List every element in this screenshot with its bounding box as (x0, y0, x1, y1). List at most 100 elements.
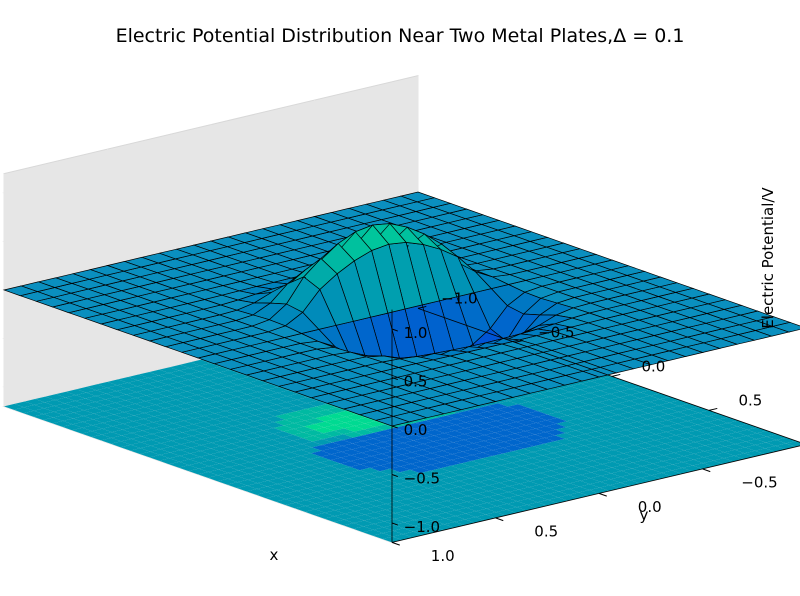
contour-cell (178, 374, 199, 380)
contour-cell (519, 481, 540, 488)
contour-cell (668, 406, 689, 412)
contour-cell (461, 460, 482, 467)
contour-cell (33, 414, 54, 420)
contour-cell (372, 447, 393, 454)
contour-cell (534, 437, 555, 444)
contour-cell (217, 478, 238, 485)
contour-cell (414, 432, 435, 438)
contour-cell (248, 380, 269, 387)
contour-cell (286, 405, 307, 412)
contour-cell (208, 378, 229, 385)
contour-cell (599, 399, 620, 406)
contour-cell (242, 432, 263, 439)
contour-cell (434, 427, 455, 434)
contour-cell (366, 494, 387, 501)
contour-cell (706, 431, 727, 438)
contour-cell (643, 451, 664, 458)
contour-cell (178, 379, 198, 386)
contour-cell (399, 469, 420, 476)
contour-cell (324, 425, 345, 431)
contour-cell (52, 420, 73, 427)
contour-cell (500, 468, 521, 475)
contour-cell (696, 433, 717, 440)
contour-cell (220, 449, 241, 456)
contour-cell (626, 421, 647, 428)
contour-cell (238, 382, 259, 389)
contour-cell (659, 402, 680, 409)
contour-cell (726, 432, 747, 439)
contour-cell (170, 450, 191, 456)
contour-cell (633, 454, 654, 461)
contour-cell (630, 392, 651, 399)
contour-cell (502, 451, 523, 457)
contour-cell (383, 530, 403, 537)
contour-cell (462, 449, 483, 455)
contour-cell (492, 453, 513, 460)
contour-cell (190, 451, 211, 457)
contour-cell (341, 449, 362, 456)
contour-cell (495, 424, 516, 431)
z-tick-mark (391, 522, 398, 526)
contour-cell (285, 496, 306, 503)
contour-cell (406, 502, 427, 509)
contour-cell (372, 533, 393, 539)
contour-cell (335, 410, 356, 417)
contour-cell (33, 408, 54, 415)
contour-cell (646, 428, 667, 435)
contour-cell (429, 474, 450, 480)
contour-cell (507, 501, 528, 508)
contour-cell (209, 366, 230, 373)
contour-cell (256, 486, 277, 493)
contour-cell (152, 425, 173, 432)
contour-cell (399, 475, 420, 482)
contour-cell (535, 432, 555, 438)
contour-cell (44, 400, 65, 406)
contour-cell (395, 504, 416, 511)
contour-cell (199, 454, 220, 461)
contour-cell (435, 512, 456, 519)
contour-cell (373, 521, 394, 528)
contour-cell (365, 506, 386, 513)
contour-cell (187, 389, 208, 395)
contour-cell (76, 386, 97, 393)
x-tick-label: 0.5 (738, 392, 762, 410)
contour-cell (122, 427, 143, 433)
contour-cell (247, 391, 268, 398)
contour-cell (548, 491, 569, 498)
contour-cell (234, 411, 255, 418)
contour-cell (363, 432, 384, 439)
contour-cell (227, 476, 248, 483)
contour-cell (498, 400, 519, 407)
contour-cell (546, 417, 567, 424)
contour-cell (446, 413, 467, 419)
contour-cell (570, 474, 591, 481)
contour-cell (388, 483, 409, 490)
contour-cell (135, 395, 156, 402)
contour-cell (569, 486, 590, 493)
contour-cell (162, 429, 183, 435)
z-tick-label: 1.0 (404, 324, 428, 342)
contour-cell (538, 493, 559, 500)
contour-cell (179, 453, 200, 460)
contour-cell (367, 488, 388, 495)
contour-cell (496, 418, 517, 425)
contour-cell (579, 398, 599, 405)
contour-cell (229, 464, 250, 471)
contour-cell (647, 416, 668, 423)
contour-cell (42, 417, 63, 424)
contour-cell (491, 459, 512, 466)
contour-cell (314, 512, 335, 519)
contour-cell (567, 413, 588, 419)
contour-cell (637, 419, 658, 426)
contour-cell (456, 410, 477, 417)
contour-cell (309, 468, 330, 475)
contour-cell (542, 458, 563, 465)
contour-cell (304, 424, 325, 430)
contour-cell (388, 478, 409, 484)
contour-cell (448, 480, 469, 487)
contour-cell (55, 397, 76, 404)
contour-cell (337, 484, 358, 491)
contour-cell (406, 496, 427, 503)
contour-cell (218, 472, 239, 479)
contour-cell (94, 405, 115, 412)
